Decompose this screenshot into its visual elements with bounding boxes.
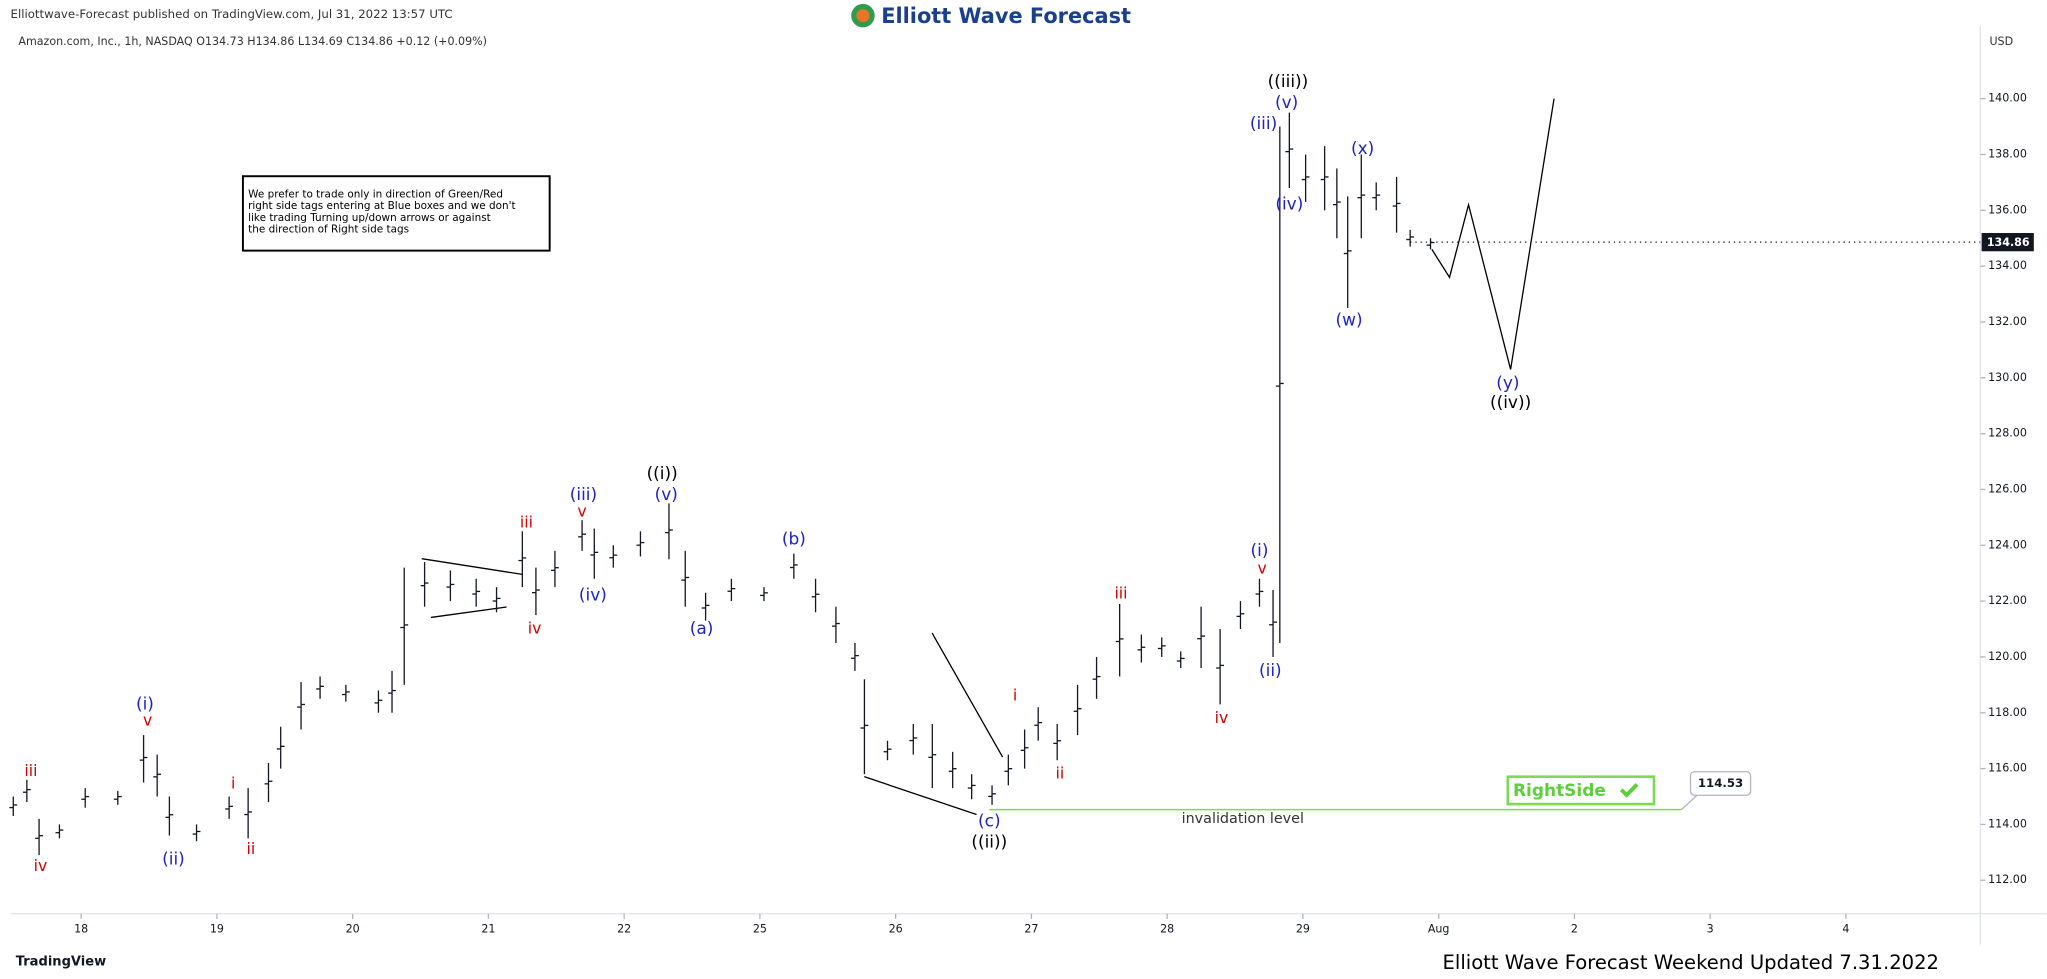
wave-label: (w) — [1336, 310, 1363, 330]
y-tick-label: 112.00 — [1988, 873, 2027, 886]
last-price-tag — [1981, 233, 2034, 252]
pattern-lines — [421, 558, 1004, 816]
x-tick-label: 21 — [481, 922, 495, 935]
x-tick-label: Aug — [1428, 922, 1450, 935]
wave-label: (x) — [1351, 138, 1374, 158]
x-tick-label: 19 — [210, 922, 224, 935]
y-tick-label: 136.00 — [1988, 203, 2027, 216]
wave-label: (c) — [978, 811, 1001, 831]
note-box — [241, 175, 551, 252]
triangle-line — [421, 558, 523, 575]
logo: Elliott Wave Forecast — [881, 4, 1131, 28]
y-tick-label: 122.00 — [1988, 594, 2027, 607]
wave-label: (ii) — [162, 848, 185, 868]
wave-label: iii — [1114, 584, 1127, 603]
x-tick-label: 28 — [1160, 922, 1174, 935]
footer-caption: Elliott Wave Forecast Weekend Updated 7.… — [1443, 951, 1940, 974]
wave-label: (v) — [1275, 92, 1298, 112]
price-callout — [1689, 771, 1752, 796]
x-tick-label: 29 — [1296, 922, 1310, 935]
wave-label: ((iii)) — [1268, 71, 1309, 91]
wave-label: ((iv)) — [1490, 392, 1531, 412]
y-tick-label: 118.00 — [1988, 706, 2027, 719]
y-tick-label: 140.00 — [1988, 92, 2027, 105]
footer-brand: TradingView — [16, 955, 106, 970]
wave-label: v — [1258, 559, 1267, 578]
price-callout-label: 114.53 — [1698, 776, 1743, 790]
wedge-line — [931, 632, 1004, 758]
wave-label: (ii) — [1259, 660, 1282, 680]
last-price-label: 134.86 — [1987, 236, 2030, 249]
y-tick-label: 126.00 — [1988, 482, 2027, 495]
x-tick-label: 2 — [1571, 922, 1578, 935]
y-tick-label: 130.00 — [1988, 371, 2027, 384]
note-line: the direction of Right side tags — [248, 224, 409, 236]
triangle-line — [430, 606, 507, 619]
y-tick-label: 114.00 — [1988, 817, 2027, 830]
wave-label: iii — [520, 512, 533, 531]
wave-label: (y) — [1496, 372, 1519, 392]
wave-label: iv — [34, 856, 48, 875]
logo-icon-inner — [856, 9, 870, 23]
wave-label: (v) — [655, 484, 678, 504]
wave-label: iv — [1215, 708, 1229, 727]
y-tick-label: 124.00 — [1988, 538, 2027, 551]
currency: USD — [1989, 35, 2013, 48]
wave-label: (iii) — [1250, 113, 1277, 133]
y-tick-label: 128.00 — [1988, 427, 2027, 440]
y-tick-label: 134.00 — [1988, 259, 2027, 272]
wave-label: (a) — [690, 618, 714, 638]
right-side-label: RightSide — [1513, 780, 1606, 800]
y-tick-label: 132.00 — [1988, 315, 2027, 328]
wave-label: (i) — [1250, 540, 1268, 560]
wave-label: (i) — [136, 693, 154, 713]
x-tick-label: 3 — [1707, 922, 1714, 935]
x-tick-label: 22 — [617, 922, 631, 935]
right-side-arrow — [1619, 783, 1639, 798]
wave-label: i — [1013, 686, 1017, 705]
wave-label: iii — [24, 761, 37, 780]
wave-label: iv — [528, 619, 542, 638]
invalidation-text: invalidation level — [1182, 811, 1304, 827]
x-tick-label: 26 — [889, 922, 903, 935]
wave-label: i — [231, 773, 235, 792]
published: Elliottwave-Forecast published on Tradin… — [11, 7, 453, 21]
note-line: like trading Turning up/down arrows or a… — [248, 212, 491, 224]
x-tick-label: 25 — [753, 922, 767, 935]
x-tick-label: 27 — [1024, 922, 1038, 935]
y-tick-label: 120.00 — [1988, 650, 2027, 663]
symbol: Amazon.com, Inc., 1h, NASDAQ O134.73 H13… — [18, 35, 487, 48]
wave-label: ii — [246, 839, 255, 858]
x-tick-label: 4 — [1842, 922, 1849, 935]
wave-label: (b) — [782, 529, 806, 549]
wave-label: ((ii)) — [971, 832, 1007, 852]
projection-line — [1431, 98, 1555, 370]
y-tick-label: 116.00 — [1988, 762, 2027, 775]
note-line: right side tags entering at Blue boxes a… — [248, 200, 515, 212]
wave-label: ((i)) — [647, 463, 678, 483]
wave-label: v — [577, 501, 586, 520]
wave-label: (iii) — [570, 484, 597, 504]
wave-label: v — [143, 711, 152, 730]
note-line: We prefer to trade only in direction of … — [248, 188, 503, 200]
wave-label: ii — [1056, 764, 1065, 783]
wedge-line — [864, 776, 977, 816]
wave-label: (iv) — [579, 585, 607, 605]
wave-label: (iv) — [1275, 194, 1303, 214]
plot: 112.00 114.00 116.00 118.00 120.00 122.00 124.… — [9, 71, 2034, 935]
x-tick-label: 18 — [74, 922, 88, 935]
x-tick-label: 20 — [346, 922, 360, 935]
price-callout-pointer — [1680, 794, 1698, 811]
y-tick-label: 138.00 — [1988, 148, 2027, 161]
